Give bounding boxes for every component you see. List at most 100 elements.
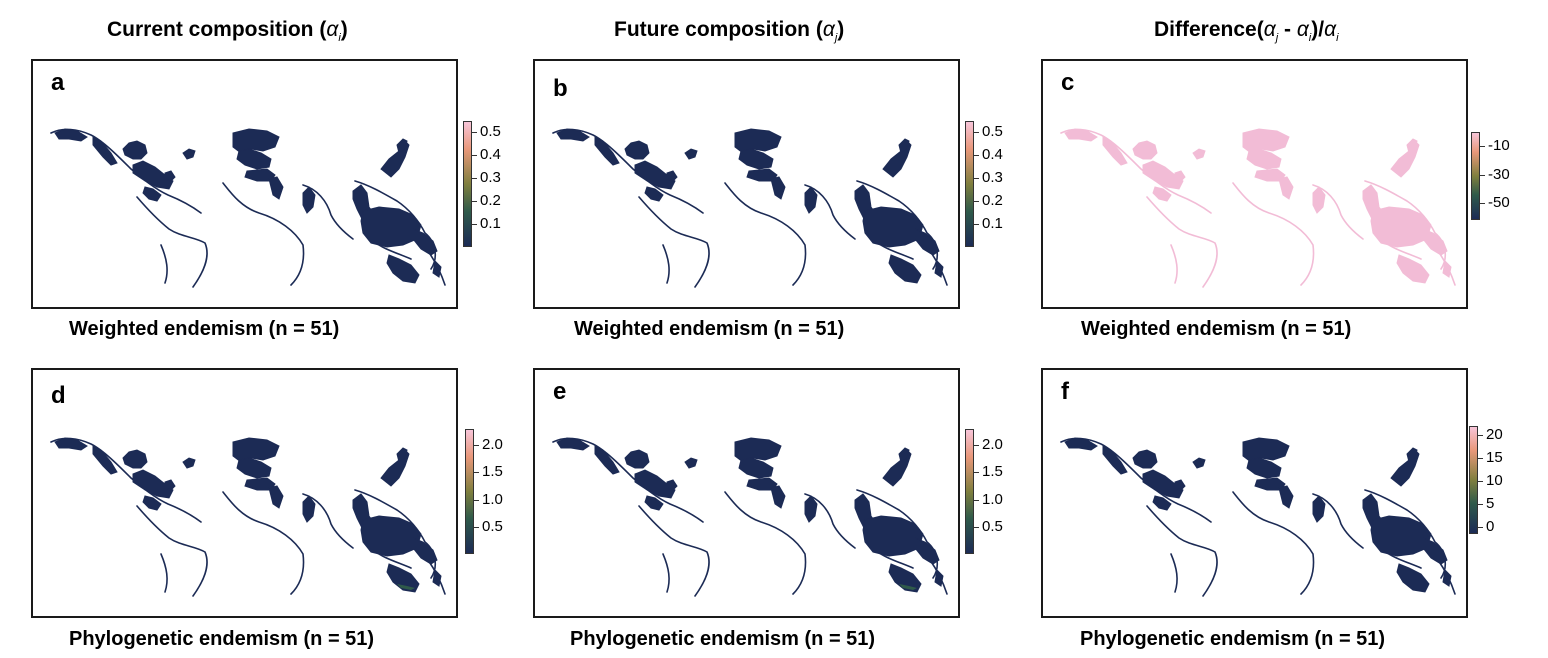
high-value-cell [397, 584, 415, 590]
colorbar-tick-label: -10 [1488, 137, 1510, 155]
range-cells [54, 128, 442, 284]
endemism-range-cell [738, 457, 774, 479]
colorbar-tick-label: 2.0 [482, 436, 503, 454]
endemism-range-cell [122, 140, 148, 160]
coastline-segment [724, 491, 807, 595]
endemism-range-cell [1142, 469, 1184, 499]
coastline-segment [1146, 196, 1218, 288]
colorbar-tick [974, 155, 979, 157]
caption-c: Weighted endemism (n = 51) [1081, 318, 1352, 340]
endemism-range-cell [396, 447, 408, 463]
endemism-range-cell [1132, 449, 1158, 469]
coastline-segment [552, 437, 704, 523]
colorbar-tick [472, 132, 477, 134]
endemism-range-cell [914, 537, 940, 565]
endemism-range-cell [1242, 437, 1290, 463]
endemism-range-cell [644, 495, 664, 511]
endemism-range-cell [1442, 568, 1452, 587]
coastline-segment [160, 553, 168, 593]
colorbar-b: 0.5 0.4 0.3 0.2 0.1 [965, 121, 1035, 247]
endemism-range-cell [594, 445, 620, 475]
endemism-range-cell [122, 449, 148, 469]
endemism-range-cell [92, 445, 118, 475]
colorbar-tick-label: 1.0 [482, 490, 503, 508]
coastline-segment [50, 128, 202, 214]
coastline-segment [1146, 505, 1218, 597]
colorbar-gradient [463, 121, 472, 247]
endemism-range-cell [54, 437, 88, 451]
colorbar-tick-label: 0.4 [982, 146, 1003, 164]
endemism-range-cell [54, 128, 88, 142]
range-cells [1064, 437, 1452, 593]
panel-label-c: c [1061, 69, 1075, 96]
colorbar-tick-label: 0.2 [982, 192, 1003, 210]
colorbar-tick-label: -30 [1488, 165, 1510, 183]
endemism-range-cell [734, 437, 782, 463]
endemism-range-cell [1246, 457, 1282, 479]
endemism-range-cell [236, 457, 272, 479]
colorbar-tick-label: 20 [1486, 426, 1503, 444]
colorbar-gradient [965, 121, 974, 247]
world-map-e [552, 437, 948, 597]
colorbar-tick-label: 0.4 [480, 146, 501, 164]
endemism-range-cell [684, 457, 698, 469]
coastline-segment [302, 184, 354, 240]
colorbar-tick [974, 224, 979, 226]
coastline-segment [222, 182, 305, 286]
endemism-range-cell [182, 457, 196, 469]
map-panel-c: c [1041, 59, 1468, 309]
column-header-current: Current composition (αi) [107, 18, 348, 45]
map-panel-d: d [31, 368, 458, 618]
endemism-range-cell [594, 136, 620, 166]
colorbar-tick [474, 526, 479, 528]
colorbar-tick [974, 201, 979, 203]
endemism-range-cell [644, 186, 664, 202]
endemism-range-cell [1246, 148, 1282, 170]
map-panel-a: a [31, 59, 458, 309]
endemism-range-cell [734, 128, 782, 154]
endemism-range-cell [738, 148, 774, 170]
coastline-segment [160, 244, 168, 284]
colorbar-tick [474, 472, 479, 474]
endemism-range-cell [412, 228, 438, 256]
coastline-segment [136, 196, 208, 288]
endemism-range-cell [1422, 228, 1448, 256]
endemism-range-cell [1132, 140, 1158, 160]
coastline-segment [1060, 128, 1212, 214]
endemism-range-cell [1278, 176, 1294, 200]
endemism-range-cell [556, 128, 590, 142]
colorbar-a: 0.5 0.4 0.3 0.2 0.1 [463, 121, 533, 247]
endemism-range-cell [862, 515, 924, 557]
endemism-range-cell [412, 537, 438, 565]
coastline-segment [552, 128, 704, 214]
endemism-range-cell [132, 469, 174, 499]
endemism-range-cell [360, 206, 422, 248]
endemism-range-cell [804, 495, 818, 523]
endemism-range-cell [862, 206, 924, 248]
coastline-segment [1232, 182, 1315, 286]
colorbar-tick [1480, 202, 1485, 204]
coastline-segment [1312, 184, 1364, 240]
endemism-range-cell [914, 228, 940, 256]
world-map-a [50, 128, 446, 288]
endemism-range-cell [888, 254, 922, 284]
endemism-range-cell [302, 186, 316, 214]
colorbar-gradient [465, 429, 474, 554]
world-map-b [552, 128, 948, 288]
colorbar-tick-label: 0.5 [982, 123, 1003, 141]
colorbar-tick [1478, 435, 1483, 437]
endemism-range-cell [92, 136, 118, 166]
colorbar-tick-label: 0.5 [480, 123, 501, 141]
coastline-segment [302, 493, 354, 549]
coastline-segment [222, 491, 305, 595]
endemism-range-cell [1064, 128, 1098, 142]
endemism-range-cell [1312, 186, 1326, 214]
colorbar-tick-label: 0.1 [982, 215, 1003, 233]
endemism-range-cell [432, 568, 442, 587]
colorbar-tick-label: 0.2 [480, 192, 501, 210]
colorbar-tick [472, 178, 477, 180]
colorbar-tick-label: 5 [1486, 495, 1495, 513]
endemism-range-cell [1370, 515, 1432, 557]
endemism-range-cell [770, 176, 786, 200]
caption-b: Weighted endemism (n = 51) [574, 318, 845, 340]
